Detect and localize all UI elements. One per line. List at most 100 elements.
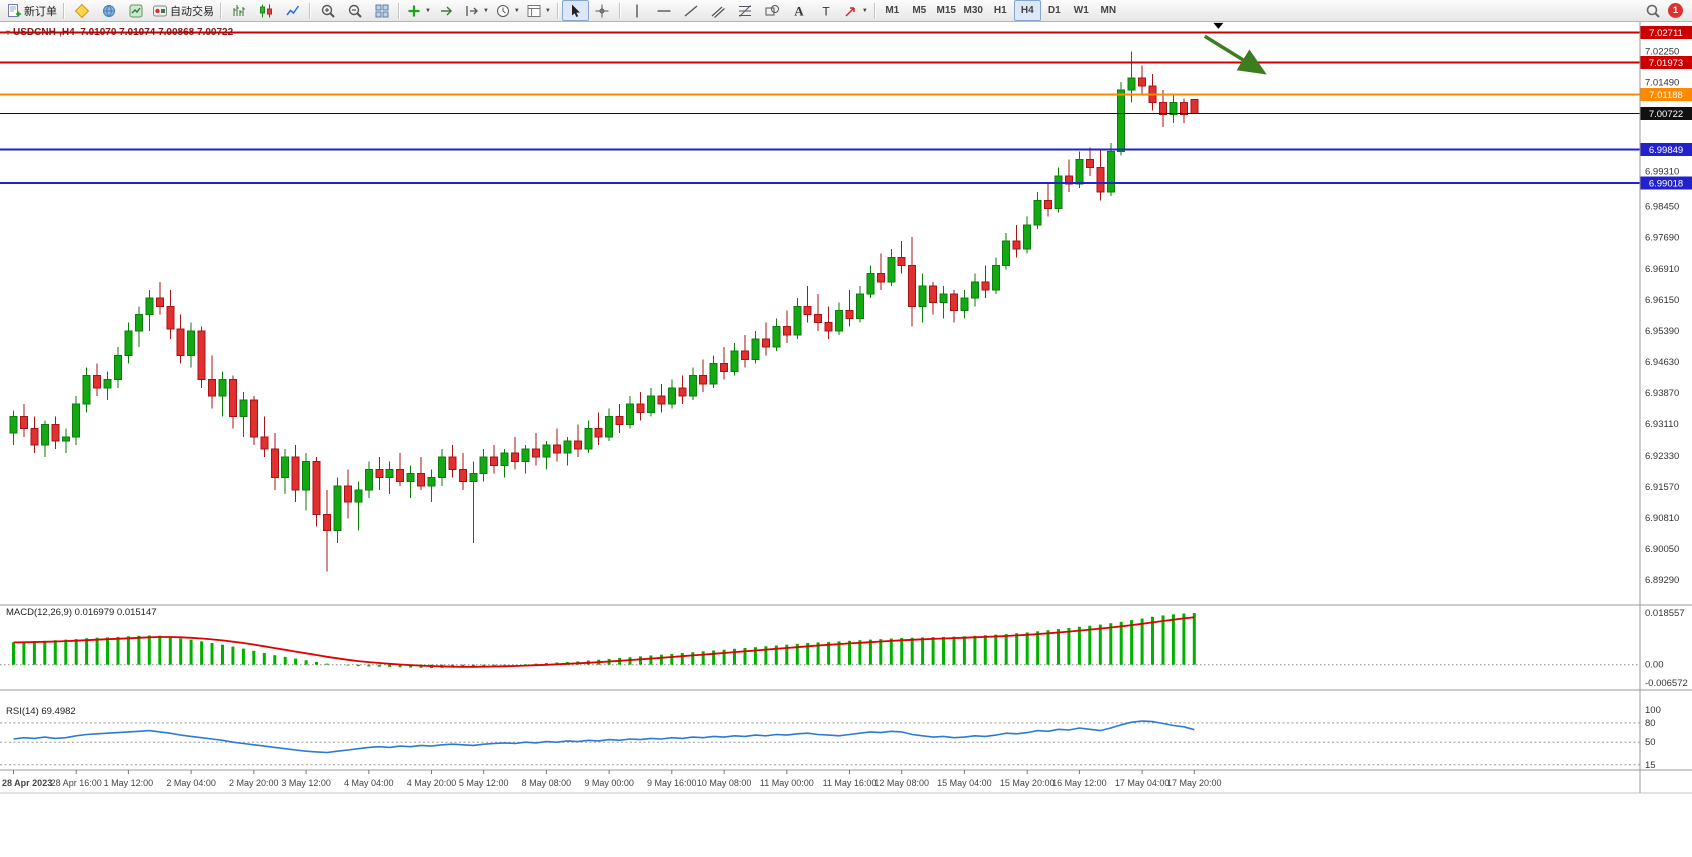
metaeditor-button[interactable] — [68, 0, 95, 21]
vertical-line-button[interactable] — [624, 0, 651, 21]
svg-text:8 May 08:00: 8 May 08:00 — [522, 778, 572, 788]
search-icon — [1646, 4, 1660, 18]
timeframe-m30-button[interactable]: M30 — [960, 0, 987, 21]
zoom-in-icon — [321, 4, 335, 18]
horizontal-line-7.00722[interactable]: 7.00722 — [0, 107, 1692, 121]
toolbar-separator — [220, 2, 222, 19]
svg-text:11 May 16:00: 11 May 16:00 — [823, 778, 877, 788]
profiles-icon — [102, 4, 115, 17]
chart-shift-button[interactable]: ▼ — [461, 0, 492, 21]
timeframe-mn-button[interactable]: MN — [1095, 0, 1122, 21]
timeframe-m5-button-label: M5 — [912, 5, 927, 16]
autoscroll-icon — [441, 5, 453, 16]
trendline-button[interactable] — [678, 0, 705, 21]
tile-windows-button[interactable] — [368, 0, 395, 21]
toolbar-separator — [873, 2, 876, 19]
crosshair-icon — [595, 4, 609, 17]
arrows-button[interactable]: ▼ — [840, 0, 871, 21]
toolbar-separator — [63, 2, 65, 19]
horizontal-line-7.01188[interactable]: 7.01188 — [0, 88, 1692, 102]
cursor-button[interactable] — [561, 0, 589, 21]
channel-button[interactable] — [705, 0, 732, 21]
dropdown-caret-icon: ▼ — [482, 7, 489, 14]
horizontal-line-6.99018[interactable]: 6.99018 — [0, 176, 1692, 190]
bar-chart-button[interactable] — [225, 0, 252, 21]
autotrade-button[interactable]: 自动交易 — [149, 0, 217, 21]
horizontal-line-7.02711[interactable]: 7.02711 — [0, 26, 1692, 40]
channel-icon — [711, 6, 726, 18]
textT-icon: T — [823, 4, 831, 18]
timeframe-m15-button[interactable]: M15 — [933, 0, 960, 21]
auto-scroll-button[interactable] — [434, 0, 461, 21]
textA-icon: A — [795, 3, 805, 18]
svg-text:A: A — [795, 3, 805, 18]
svg-text:15 May 04:00: 15 May 04:00 — [937, 778, 992, 788]
dropdown-caret-icon: ▼ — [861, 7, 868, 14]
timeframe-h4-button[interactable]: H4 — [1013, 0, 1041, 21]
svg-text:80: 80 — [1645, 718, 1656, 729]
toolbar-separator — [556, 2, 559, 19]
indicators-button[interactable]: ▼ — [403, 0, 434, 21]
svg-text:16 May 12:00: 16 May 12:00 — [1052, 778, 1107, 788]
arrow-obj-icon — [845, 6, 855, 17]
line-chart-button[interactable] — [279, 0, 306, 21]
timeframe-mn-button-label: MN — [1100, 5, 1117, 16]
timeframe-m5-button[interactable]: M5 — [906, 0, 933, 21]
shift-icon — [466, 5, 478, 16]
svg-text:7.02711: 7.02711 — [1649, 28, 1683, 39]
svg-text:6.99849: 6.99849 — [1649, 145, 1683, 156]
svg-text:6.95390: 6.95390 — [1645, 326, 1679, 337]
horizontal-line-6.99849[interactable]: 6.99849 — [0, 142, 1692, 156]
rsi-pane[interactable]: 100 80 50 15 — [0, 705, 1661, 771]
price-scale[interactable]: 7.02250 7.01490 6.99310 6.98450 6.97690 6.969… — [1645, 46, 1679, 586]
dropdown-caret-icon: ▼ — [513, 7, 520, 14]
timeframe-h4-button-label: H4 — [1020, 5, 1034, 16]
line-icon — [285, 5, 299, 15]
candlestick-chart-button[interactable] — [252, 0, 279, 21]
new-order-button[interactable]: 新订单 — [3, 0, 60, 21]
toolbar-separator — [309, 2, 311, 19]
svg-text:17 May 20:00: 17 May 20:00 — [1167, 778, 1222, 788]
arrow-annotation[interactable] — [1203, 34, 1267, 75]
dropdown-caret-icon: ▼ — [425, 7, 431, 14]
timeframe-w1-button[interactable]: W1 — [1068, 0, 1095, 21]
shapes-button[interactable] — [759, 0, 786, 21]
svg-text:7.01973: 7.01973 — [1649, 58, 1683, 69]
search-button[interactable] — [1639, 0, 1666, 21]
horizontal-line-7.01973[interactable]: 7.01973 — [0, 56, 1692, 70]
trend-icon — [684, 4, 698, 17]
svg-text:6.96910: 6.96910 — [1645, 264, 1679, 275]
period-button[interactable]: ▼ — [492, 0, 523, 21]
svg-text:15 May 20:00: 15 May 20:00 — [1000, 778, 1055, 788]
timeframe-d1-button[interactable]: D1 — [1041, 0, 1068, 21]
macd-pane[interactable]: 0.018557 0.00 -0.006572 — [0, 608, 1688, 689]
horizontal-line-button[interactable] — [651, 0, 678, 21]
profiles-button[interactable] — [95, 0, 122, 21]
pane-borders — [0, 22, 1692, 794]
text-button[interactable]: A — [786, 0, 813, 21]
shapes-icon — [765, 4, 780, 15]
zoom-in-button[interactable] — [314, 0, 341, 21]
svg-text:9 May 00:00: 9 May 00:00 — [584, 778, 634, 788]
zoom-out-button[interactable] — [341, 0, 368, 21]
svg-text:6.99018: 6.99018 — [1649, 179, 1683, 190]
new-order-icon — [8, 3, 21, 17]
crosshair-button[interactable] — [589, 0, 616, 21]
svg-text:0.018557: 0.018557 — [1645, 608, 1685, 619]
label-button[interactable]: T — [813, 0, 840, 21]
market-icon — [129, 4, 142, 17]
svg-text:7.01490: 7.01490 — [1645, 77, 1679, 88]
market-button[interactable] — [122, 0, 149, 21]
svg-text:17 May 04:00: 17 May 04:00 — [1115, 778, 1170, 788]
svg-text:7.02250: 7.02250 — [1645, 46, 1679, 57]
timeframe-h1-button[interactable]: H1 — [987, 0, 1014, 21]
fibonacci-button[interactable] — [732, 0, 759, 21]
timeframe-m1-button[interactable]: M1 — [879, 0, 906, 21]
svg-text:6.93110: 6.93110 — [1645, 419, 1679, 430]
notification-badge[interactable]: 1 — [1668, 3, 1683, 18]
template-icon — [527, 4, 541, 17]
svg-text:50: 50 — [1645, 737, 1656, 748]
templates-button[interactable]: ▼ — [523, 0, 554, 21]
